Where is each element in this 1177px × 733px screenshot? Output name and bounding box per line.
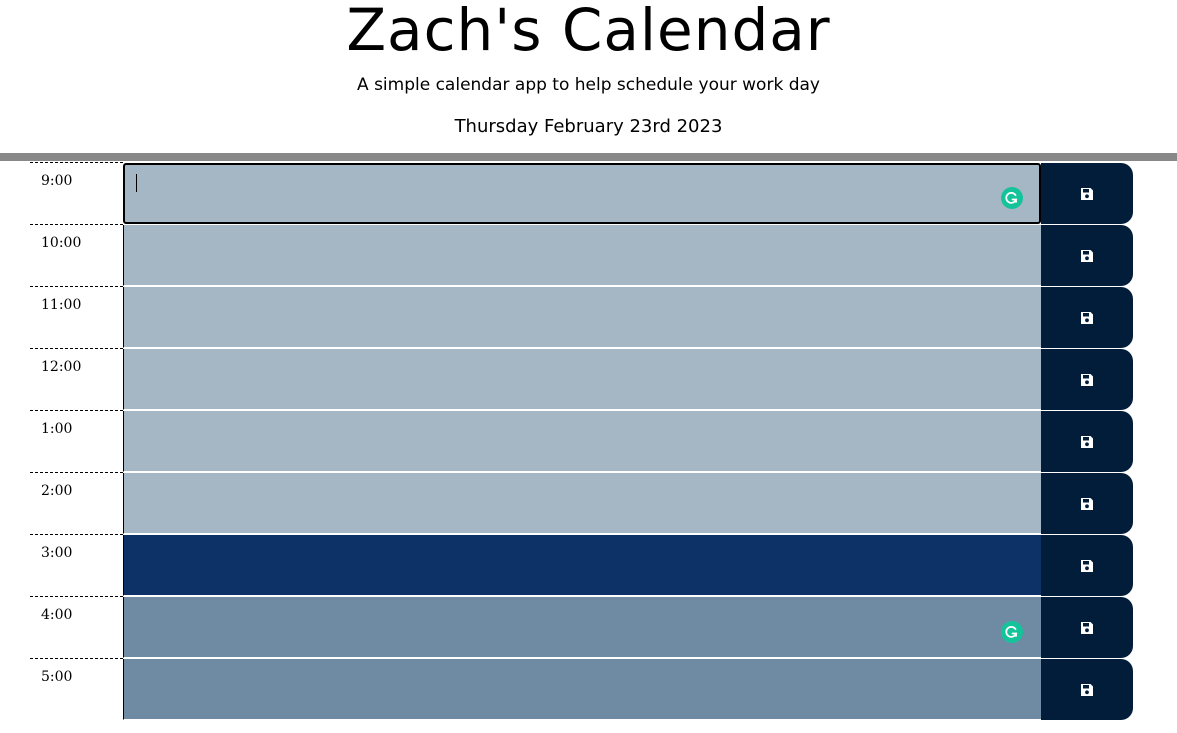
save-button[interactable] bbox=[1041, 473, 1133, 534]
header-divider bbox=[0, 153, 1177, 161]
time-block-11: 11:00 bbox=[0, 286, 1177, 348]
current-day: Thursday February 23rd 2023 bbox=[454, 116, 723, 137]
event-description-input[interactable] bbox=[123, 163, 1041, 224]
save-icon bbox=[1081, 187, 1093, 200]
hour-label: 4:00 bbox=[30, 596, 123, 657]
event-description-input[interactable] bbox=[123, 287, 1041, 348]
time-block-17: 5:00 bbox=[0, 658, 1177, 720]
page-header: Zach's Calendar A simple calendar app to… bbox=[0, 0, 1177, 153]
time-block-9: 9:00 bbox=[0, 162, 1177, 224]
save-button[interactable] bbox=[1041, 597, 1133, 658]
time-block-12: 12:00 bbox=[0, 348, 1177, 410]
event-description-input[interactable] bbox=[123, 535, 1041, 596]
save-icon bbox=[1081, 311, 1093, 324]
save-icon bbox=[1081, 373, 1093, 386]
event-description-input[interactable] bbox=[123, 473, 1041, 534]
grammarly-icon[interactable] bbox=[1001, 621, 1023, 643]
hour-label: 2:00 bbox=[30, 472, 123, 533]
grammarly-icon[interactable] bbox=[1001, 187, 1023, 209]
hour-label: 9:00 bbox=[30, 162, 123, 223]
text-caret bbox=[136, 174, 137, 192]
save-button[interactable] bbox=[1041, 163, 1133, 224]
save-icon bbox=[1081, 621, 1093, 634]
event-description-input[interactable] bbox=[123, 225, 1041, 286]
save-icon bbox=[1081, 497, 1093, 510]
hour-label: 12:00 bbox=[30, 348, 123, 409]
event-description-input[interactable] bbox=[123, 659, 1041, 720]
event-description-input[interactable] bbox=[123, 597, 1041, 658]
time-block-15: 3:00 bbox=[0, 534, 1177, 596]
hour-label: 11:00 bbox=[30, 286, 123, 347]
page-subtitle: A simple calendar app to help schedule y… bbox=[357, 75, 820, 95]
save-button[interactable] bbox=[1041, 659, 1133, 720]
hour-label: 10:00 bbox=[30, 224, 123, 285]
save-button[interactable] bbox=[1041, 535, 1133, 596]
time-block-14: 2:00 bbox=[0, 472, 1177, 534]
hour-label: 3:00 bbox=[30, 534, 123, 595]
time-block-10: 10:00 bbox=[0, 224, 1177, 286]
save-button[interactable] bbox=[1041, 411, 1133, 472]
save-button[interactable] bbox=[1041, 349, 1133, 410]
save-button[interactable] bbox=[1041, 225, 1133, 286]
save-icon bbox=[1081, 559, 1093, 572]
time-block-13: 1:00 bbox=[0, 410, 1177, 472]
hour-label: 5:00 bbox=[30, 658, 123, 719]
event-description-input[interactable] bbox=[123, 411, 1041, 472]
save-icon bbox=[1081, 435, 1093, 448]
event-description-input[interactable] bbox=[123, 349, 1041, 410]
time-block-16: 4:00 bbox=[0, 596, 1177, 658]
save-icon bbox=[1081, 249, 1093, 262]
page-title: Zach's Calendar bbox=[346, 0, 831, 64]
save-button[interactable] bbox=[1041, 287, 1133, 348]
hour-label: 1:00 bbox=[30, 410, 123, 471]
time-block-list: 9:00 10:00 11:00 12:00 1:00 bbox=[0, 162, 1177, 720]
save-icon bbox=[1081, 683, 1093, 696]
